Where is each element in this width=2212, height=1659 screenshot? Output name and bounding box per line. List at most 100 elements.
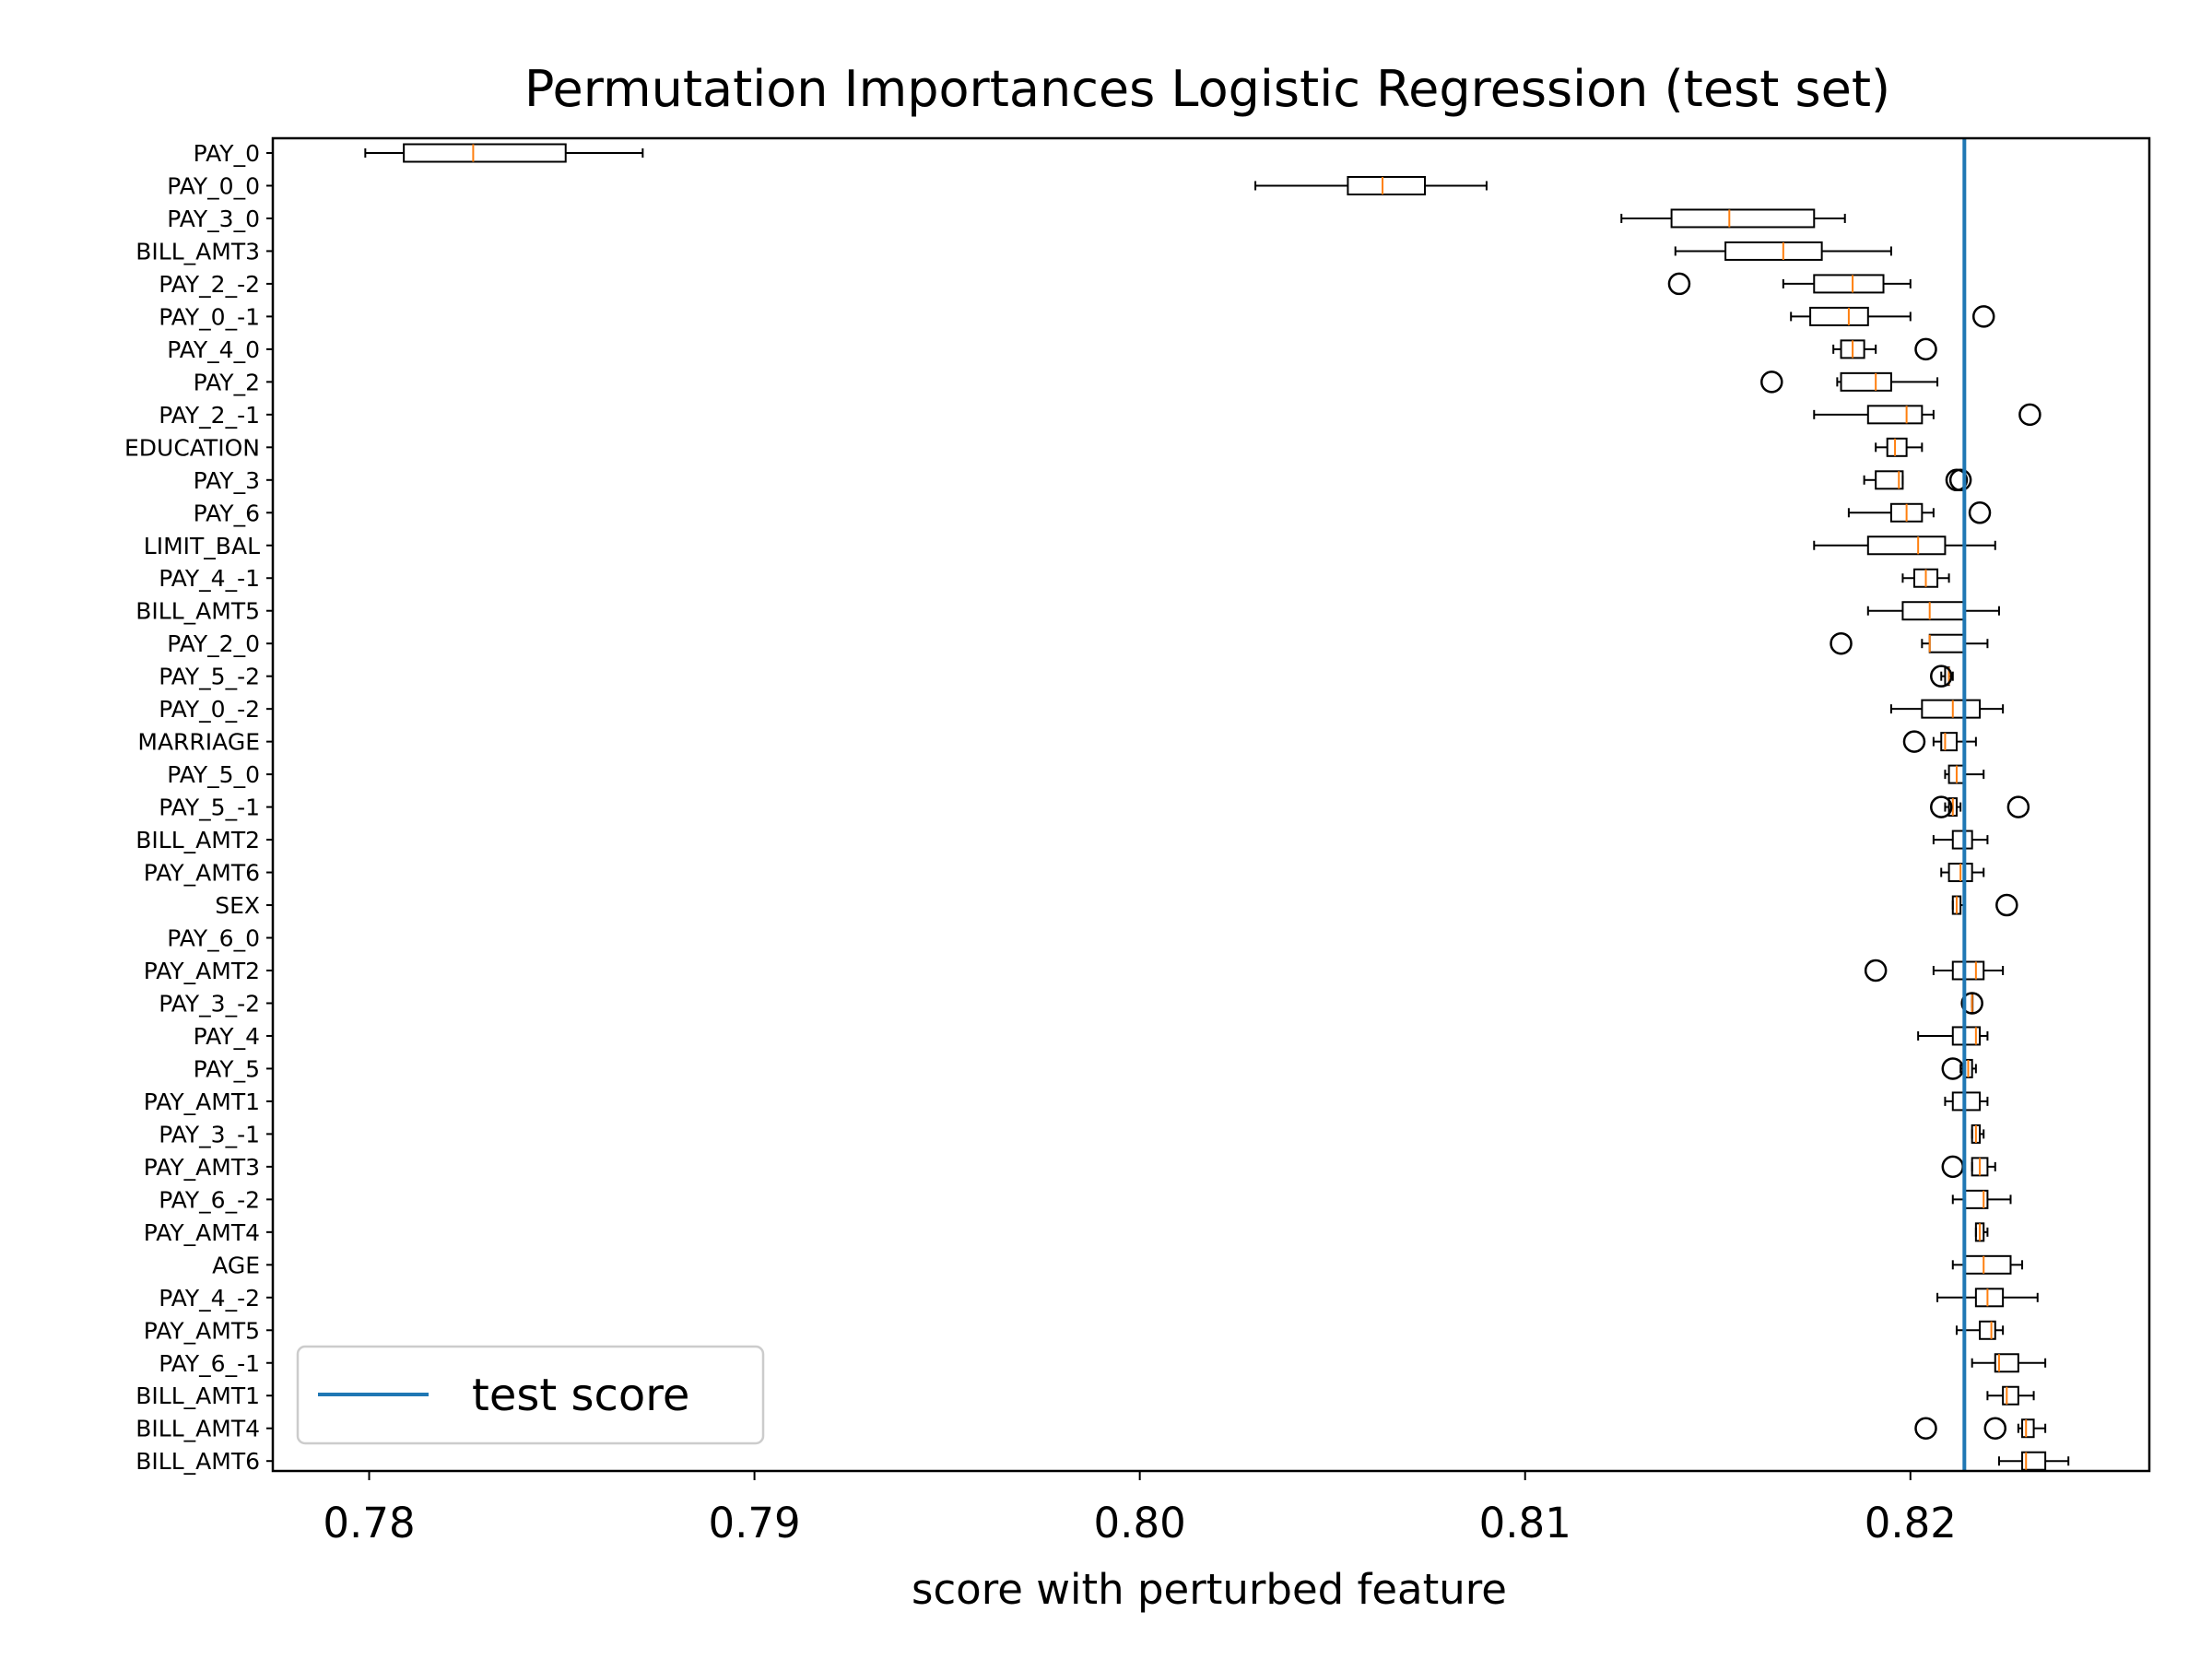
- outlier-point: [1864, 959, 1888, 982]
- box-plot-row: [1620, 208, 1846, 229]
- iqr-box: [1940, 732, 1958, 752]
- box-plot-row: [1955, 1320, 2005, 1340]
- y-tick-label: EDUCATION: [124, 434, 260, 461]
- y-tick-label: MARRIAGE: [137, 729, 260, 756]
- box-plot-row: [1971, 1124, 1985, 1144]
- y-tick-label: PAY_6_0: [167, 925, 260, 952]
- box-plot-row: [1944, 764, 1985, 784]
- box-plot-row: [1986, 1385, 2035, 1406]
- box-plot-row: [1960, 992, 1983, 1015]
- y-tick-label: PAY_AMT2: [144, 958, 260, 984]
- iqr-box: [1809, 306, 1869, 326]
- y-tick-label: BILL_AMT2: [135, 827, 260, 853]
- y-tick-label: PAY_AMT5: [144, 1317, 260, 1344]
- iqr-box: [1866, 405, 1924, 425]
- y-tick-label: PAY_2_0: [167, 630, 260, 657]
- x-axis-label: score with perturbed feature: [912, 1565, 1507, 1614]
- box-plot-row: [1917, 1026, 1989, 1046]
- y-tick-label: PAY_0_-2: [159, 696, 260, 723]
- y-tick-label: PAY_5_-1: [159, 794, 260, 821]
- box-plot-row: [1997, 1451, 2070, 1471]
- y-tick-label: PAY_4_-2: [159, 1285, 260, 1312]
- legend-box: [296, 1345, 765, 1445]
- iqr-box: [403, 143, 567, 163]
- box-plot-row: [1790, 305, 1995, 328]
- y-tick-label: PAY_6_-1: [159, 1350, 260, 1377]
- y-tick-label: PAY_5: [194, 1055, 260, 1082]
- box-plot-row: [1951, 893, 2018, 917]
- outlier-point: [2018, 403, 2041, 427]
- y-tick-label: BILL_AMT3: [135, 238, 260, 265]
- plot-area: [364, 138, 2070, 1471]
- outlier-point: [1929, 795, 1953, 818]
- y-tick-label: PAY_AMT1: [144, 1088, 260, 1115]
- outlier-point: [2006, 795, 2030, 818]
- y-tick-label: PAY_2_-1: [159, 402, 260, 429]
- y-tick-label: PAY_0_0: [167, 172, 260, 199]
- iqr-box: [1875, 470, 1904, 490]
- iqr-box: [1979, 1320, 1996, 1340]
- y-tick-label: PAY_0_-1: [159, 303, 260, 330]
- box-plot-row: [1847, 501, 1992, 524]
- outlier-point: [1902, 730, 1926, 753]
- iqr-box: [1670, 208, 1816, 229]
- y-tick-label: PAY_AMT4: [144, 1219, 260, 1246]
- iqr-box: [1921, 699, 1982, 719]
- iqr-box: [1951, 830, 1973, 850]
- iqr-box: [1347, 175, 1427, 195]
- box-plot-row: [1901, 568, 1950, 588]
- outlier-point: [1995, 893, 2018, 917]
- x-tick-label: 0.80: [1094, 1499, 1186, 1547]
- iqr-box: [2021, 1418, 2035, 1439]
- x-tick-label: 0.79: [708, 1499, 800, 1547]
- box-plot-row: [1889, 699, 2005, 719]
- iqr-box: [1724, 241, 1823, 261]
- y-tick-label: PAY_4_-1: [159, 565, 260, 592]
- y-tick-label: SEX: [215, 892, 260, 919]
- iqr-box: [2002, 1385, 2019, 1406]
- iqr-box: [1866, 535, 1947, 556]
- box-plot-row: [1864, 959, 2005, 982]
- box-plot-row: [1914, 1417, 2047, 1440]
- iqr-box: [1994, 1353, 2019, 1373]
- y-tick-label: PAY_3_0: [167, 206, 260, 232]
- chart-title: Permutation Importances Logistic Regress…: [524, 60, 1890, 118]
- outlier-point: [1983, 1417, 2007, 1440]
- y-tick-label: PAY_6_-2: [159, 1186, 260, 1213]
- box-plot-row: [1760, 371, 1939, 394]
- outlier-point: [1760, 371, 1783, 394]
- y-tick-label: BILL_AMT4: [135, 1416, 260, 1442]
- box-plot-row: [1936, 1288, 2039, 1308]
- x-tick-label: 0.78: [323, 1499, 415, 1547]
- iqr-box: [1813, 274, 1885, 294]
- legend: test score: [296, 1345, 765, 1445]
- y-tick-label: AGE: [212, 1252, 260, 1278]
- box-plot-row: [1254, 175, 1488, 195]
- iqr-box: [1840, 371, 1892, 392]
- box-plot-row: [1832, 337, 1937, 361]
- box-plot-row: [1674, 241, 1892, 261]
- box-plot-row: [364, 143, 644, 163]
- iqr-box: [1951, 1091, 1982, 1112]
- box-plot-row: [1902, 730, 1977, 753]
- outlier-point: [1667, 272, 1691, 296]
- y-axis: PAY_0 PAY_0_0 PAY_3_0 BILL_AMT3 PAY_2_-2 PAY_…: [124, 140, 273, 1475]
- iqr-box: [1886, 437, 1908, 457]
- box-plot-row: [1813, 535, 1996, 556]
- iqr-box: [2021, 1451, 2047, 1471]
- box-plot-row: [1929, 795, 2030, 818]
- legend-label-test-score: test score: [472, 1370, 689, 1421]
- y-tick-label: PAY_AMT3: [144, 1154, 260, 1181]
- outlier-point: [1914, 1417, 1937, 1440]
- outlier-point: [1929, 665, 1953, 688]
- box-plot-row: [1863, 468, 1972, 492]
- outlier-point: [1914, 337, 1937, 361]
- outlier-point: [1948, 468, 1972, 492]
- y-tick-label: BILL_AMT1: [135, 1382, 260, 1409]
- x-tick-label: 0.82: [1865, 1499, 1957, 1547]
- box-plot-row: [1929, 665, 1954, 688]
- outlier-point: [1971, 305, 1995, 328]
- box-plot-row: [1971, 1353, 2047, 1373]
- iqr-box: [1951, 960, 1985, 981]
